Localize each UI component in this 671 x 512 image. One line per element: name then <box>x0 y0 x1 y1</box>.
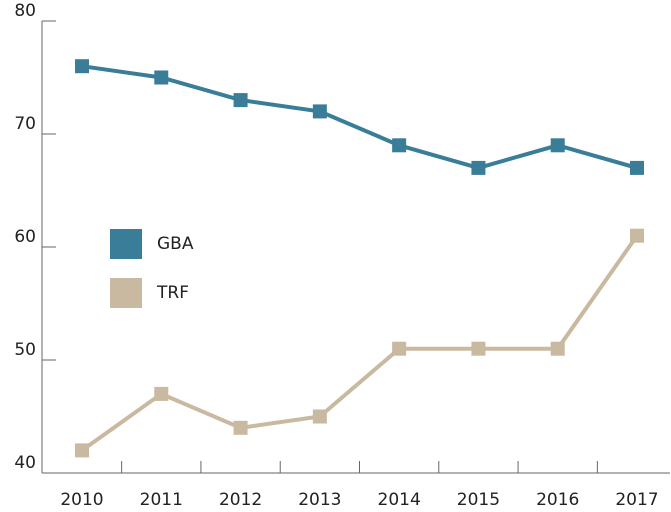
point-marker <box>233 93 248 108</box>
point-marker <box>392 341 407 356</box>
point-marker <box>471 160 486 175</box>
point-marker <box>154 386 169 401</box>
point-marker <box>75 59 89 74</box>
point-marker <box>630 160 644 175</box>
point-marker <box>392 138 407 153</box>
x-tick-label: 2013 <box>298 490 341 510</box>
legend-label: GBA <box>157 234 194 254</box>
series-line <box>81 64 638 170</box>
x-tick-label: 2011 <box>140 490 183 510</box>
point-marker <box>550 138 565 153</box>
point-marker <box>312 104 327 119</box>
point-marker <box>75 443 89 458</box>
y-tick-label: 50 <box>14 340 36 360</box>
point-marker <box>233 420 248 435</box>
x-tick-label: 2012 <box>219 490 262 510</box>
point-marker <box>154 70 169 85</box>
x-tick-label: 2010 <box>60 490 103 510</box>
series-line <box>80 234 639 453</box>
point-marker <box>630 228 644 243</box>
legend-label: TRF <box>156 283 189 303</box>
point-marker <box>550 341 565 356</box>
y-tick-label: 40 <box>14 453 36 473</box>
x-tick-label: 2014 <box>378 490 421 510</box>
x-tick-label: 2017 <box>615 490 658 510</box>
point-marker <box>312 409 327 424</box>
y-tick-label: 70 <box>14 114 36 134</box>
legend-swatch <box>110 278 142 308</box>
x-tick-label: 2016 <box>536 490 579 510</box>
legend-swatch <box>110 229 142 259</box>
point-marker <box>471 341 486 356</box>
x-tick-label: 2015 <box>457 490 500 510</box>
y-tick-label: 80 <box>14 1 36 21</box>
y-tick-label: 60 <box>14 227 36 247</box>
